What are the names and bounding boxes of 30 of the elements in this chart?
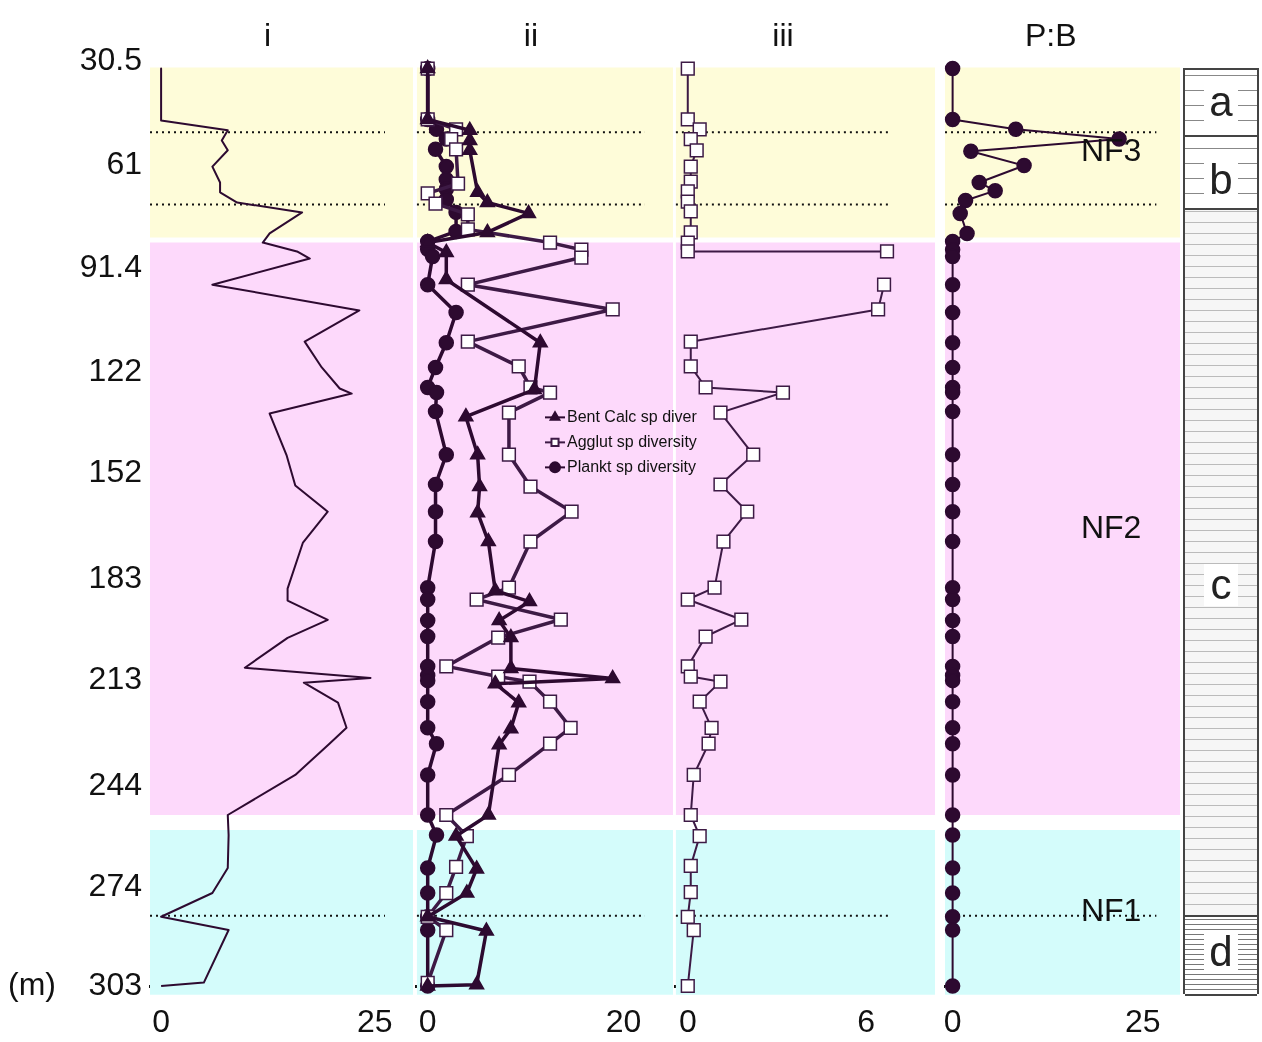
y-tick-label: 244	[88, 765, 142, 802]
x-tick-label: 0	[678, 1003, 697, 1040]
y-tick-label: 213	[88, 660, 142, 697]
x-tick-label: 0	[943, 1003, 962, 1040]
legend-label: Agglut sp diversity	[567, 432, 697, 450]
band-label: NF2	[1080, 508, 1142, 545]
y-tick-label: 30.5	[79, 41, 142, 78]
chart-title: ii	[523, 17, 539, 54]
y-axis-title: (m)	[8, 965, 56, 1002]
band-label: NF1	[1080, 892, 1142, 929]
x-tick-label: 25	[356, 1003, 393, 1040]
x-tick-label: 20	[605, 1003, 642, 1040]
y-tick-label: 303	[88, 965, 142, 1002]
legend-label: Plankt sp diversity	[567, 457, 696, 475]
lithology-column: a b c d	[1183, 68, 1259, 994]
x-tick-label: 6	[857, 1003, 876, 1040]
y-tick-label: 122	[88, 351, 142, 388]
x-tick-label: 0	[418, 1003, 437, 1040]
band-label: NF3	[1080, 132, 1142, 169]
y-tick-label: 274	[88, 867, 142, 904]
chart-title: i	[263, 17, 272, 54]
x-tick-label: 25	[1124, 1003, 1161, 1040]
y-tick-label: 61	[106, 144, 142, 181]
chart-title: iii	[772, 17, 794, 54]
y-tick-label: 91.4	[79, 247, 142, 284]
y-tick-label: 183	[88, 558, 142, 595]
legend-label: Bent Calc sp diver	[567, 407, 698, 425]
x-tick-label: 0	[152, 1003, 171, 1040]
chart-title: P:B	[1024, 17, 1077, 54]
y-tick-label: 152	[88, 453, 142, 490]
